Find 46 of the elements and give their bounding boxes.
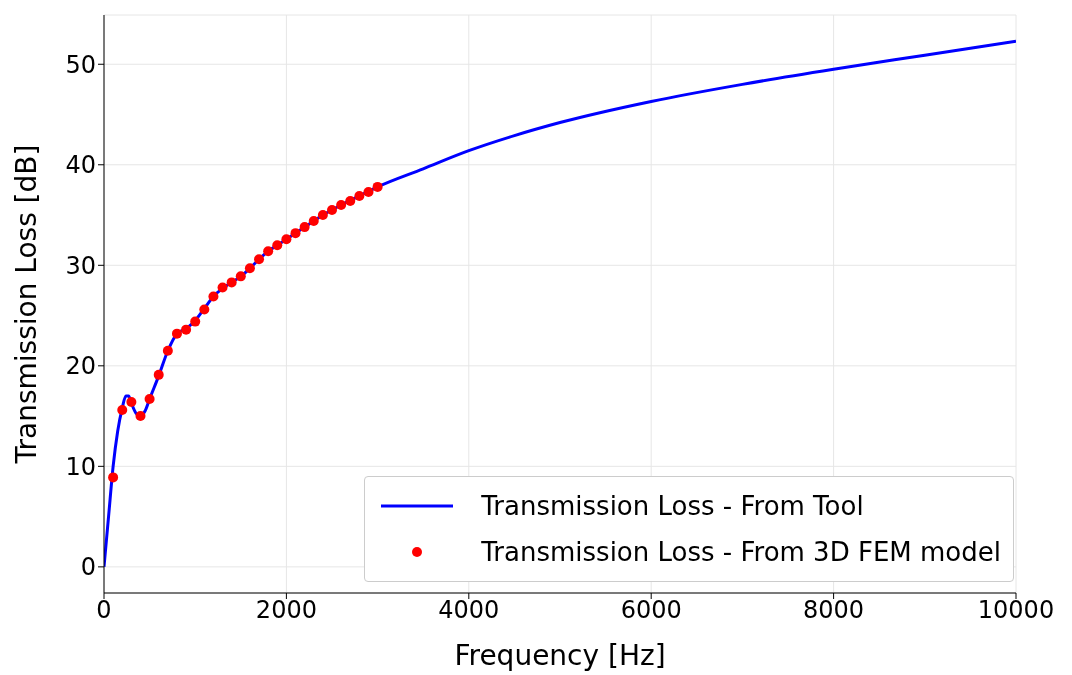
point bbox=[272, 240, 283, 251]
point bbox=[108, 472, 119, 483]
x-tick-label: 8000 bbox=[803, 596, 865, 625]
x-tick-label: 4000 bbox=[438, 596, 500, 625]
y-tick-label: 30 bbox=[65, 251, 96, 280]
y-tick-label: 0 bbox=[80, 553, 96, 582]
point bbox=[299, 222, 310, 233]
y-tick-label: 10 bbox=[65, 452, 96, 481]
point bbox=[327, 205, 337, 216]
point bbox=[254, 254, 265, 265]
point bbox=[162, 345, 173, 356]
point bbox=[363, 186, 374, 197]
point bbox=[117, 405, 128, 416]
y-tick-label: 20 bbox=[65, 352, 96, 381]
point bbox=[144, 393, 155, 404]
point bbox=[153, 369, 164, 380]
point bbox=[281, 234, 292, 245]
legend-label: Transmission Loss - From Tool bbox=[481, 491, 864, 521]
point bbox=[354, 190, 365, 201]
point bbox=[244, 263, 255, 274]
point bbox=[345, 195, 356, 206]
legend-label: Transmission Loss - From 3D FEM model bbox=[481, 537, 1001, 567]
point bbox=[171, 328, 182, 339]
point bbox=[135, 411, 146, 422]
point bbox=[126, 397, 137, 408]
line-series bbox=[104, 39, 1016, 569]
point bbox=[372, 181, 383, 192]
point bbox=[290, 228, 301, 239]
point bbox=[263, 246, 274, 257]
point bbox=[190, 316, 201, 327]
point bbox=[336, 199, 347, 210]
point bbox=[226, 277, 237, 288]
point bbox=[199, 304, 210, 315]
point bbox=[208, 291, 219, 302]
y-tick-label: 40 bbox=[65, 151, 96, 180]
x-tick-label: 10000 bbox=[977, 596, 1055, 625]
x-axis-title: Frequency [Hz] bbox=[454, 639, 666, 672]
x-tick-label: 2000 bbox=[255, 596, 317, 625]
x-tick-label: 6000 bbox=[620, 596, 682, 625]
point bbox=[235, 271, 246, 282]
point bbox=[181, 324, 192, 335]
point bbox=[217, 282, 228, 293]
point bbox=[308, 216, 319, 227]
point bbox=[317, 210, 328, 221]
y-axis-title: Transmission Loss [dB] bbox=[9, 144, 43, 465]
y-tick-label: 50 bbox=[65, 50, 96, 79]
